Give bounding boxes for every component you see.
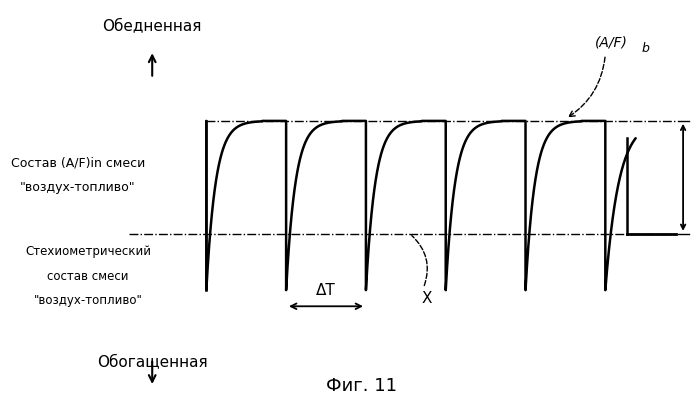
Text: Обедненная: Обедненная [102,19,202,34]
Text: Фиг. 11: Фиг. 11 [326,377,398,395]
Text: b: b [641,42,649,55]
Text: (A/F): (A/F) [595,35,628,49]
Text: состав смеси: состав смеси [47,270,129,283]
Text: Обогащенная: Обогащенная [97,355,207,370]
Text: ΔT: ΔT [316,283,336,298]
Text: X: X [421,291,432,306]
Text: Состав (A/F)in смеси: Состав (A/F)in смеси [10,157,145,170]
Text: "воздух-топливо": "воздух-топливо" [20,181,136,194]
Text: Стехиометрический: Стехиометрический [25,245,151,258]
Text: "воздух-топливо": "воздух-топливо" [34,294,142,307]
